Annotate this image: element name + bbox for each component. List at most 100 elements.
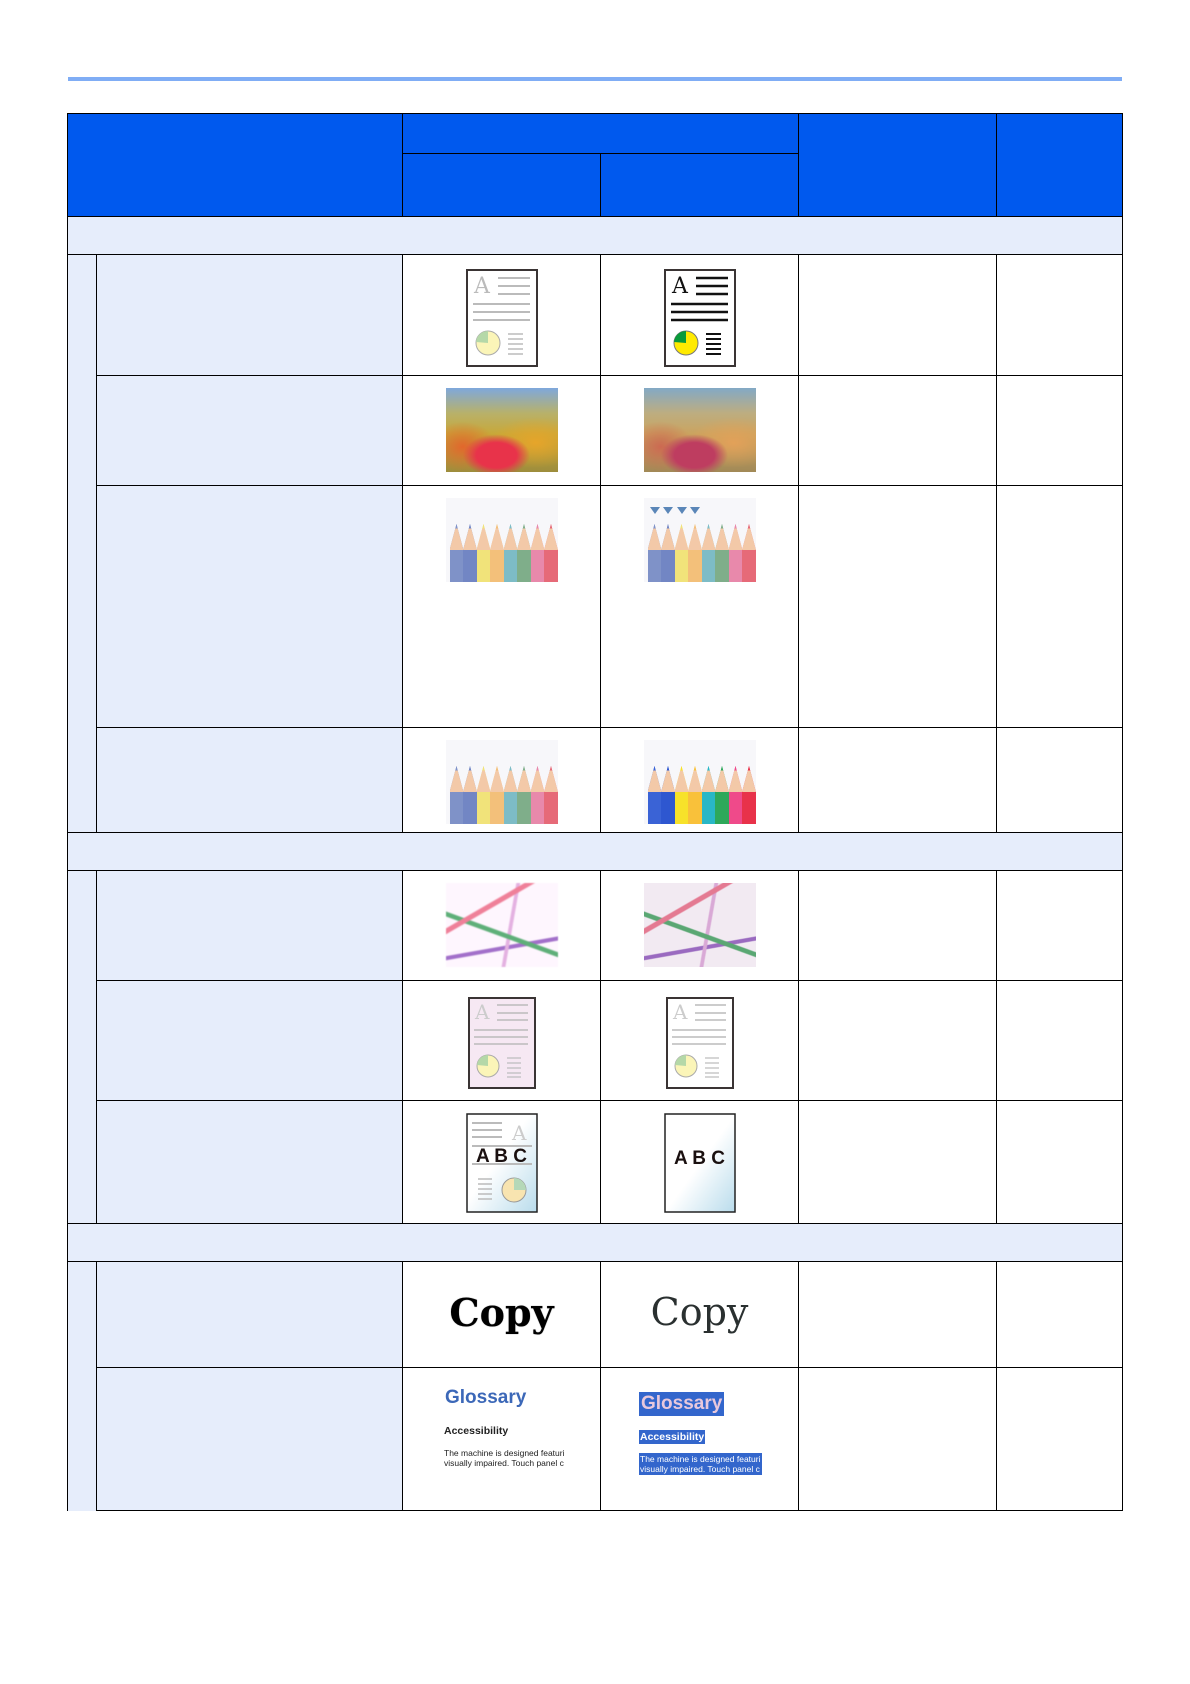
pencil xyxy=(715,766,729,824)
image-cell xyxy=(402,870,601,981)
settings-table: A A xyxy=(67,113,1123,1511)
pencil xyxy=(661,524,675,582)
image-cell xyxy=(402,727,601,833)
glossary-subtitle: Accessibility xyxy=(639,1430,706,1444)
pencil xyxy=(463,766,477,824)
pencil xyxy=(647,524,662,582)
pencil xyxy=(503,524,518,582)
svg-text:A B C: A B C xyxy=(674,1148,725,1169)
header-image-group xyxy=(402,113,799,154)
svg-text:A: A xyxy=(671,274,689,299)
empty-cell xyxy=(996,375,1123,486)
bleed-through-document-image: A A B C xyxy=(465,1113,538,1213)
empty-cell xyxy=(798,1261,997,1368)
paperclips-photo xyxy=(445,883,558,967)
header-col-4 xyxy=(996,113,1123,217)
row-label xyxy=(96,980,403,1101)
empty-cell xyxy=(996,1261,1123,1368)
empty-cell xyxy=(996,980,1123,1101)
pencil xyxy=(742,524,756,582)
row-label xyxy=(96,727,403,833)
marker-triangle-icon xyxy=(676,507,687,514)
image-cell xyxy=(402,485,601,728)
empty-cell xyxy=(798,485,997,728)
glossary-title: Glossary xyxy=(639,1392,725,1416)
top-rule xyxy=(68,77,1122,81)
pencils-photo-marked xyxy=(643,498,756,582)
pencil xyxy=(476,766,491,824)
section-2-indent xyxy=(67,870,97,1224)
image-cell xyxy=(600,727,799,833)
glossary-title: Glossary xyxy=(445,1387,527,1408)
pencil xyxy=(647,766,662,824)
section-2-band xyxy=(67,832,1123,871)
section-3-band xyxy=(67,1223,1123,1262)
marker-triangle-icon xyxy=(649,507,660,514)
pencil xyxy=(449,766,464,824)
image-cell: Glossary Accessibility The machine is de… xyxy=(600,1367,799,1511)
marker-triangle-icon xyxy=(663,507,673,514)
dark-document-image: A xyxy=(663,269,736,367)
row-label xyxy=(96,870,403,981)
svg-text:A: A xyxy=(474,1000,490,1024)
image-cell: A xyxy=(600,980,799,1101)
pencil xyxy=(530,766,545,824)
pencil xyxy=(728,524,743,582)
image-cell xyxy=(600,485,799,728)
pencil xyxy=(517,766,531,824)
pencil xyxy=(544,524,558,582)
svg-text:A: A xyxy=(473,274,491,299)
empty-cell xyxy=(996,727,1123,833)
image-cell: A B C xyxy=(600,1100,799,1224)
empty-cell xyxy=(996,1367,1123,1511)
pencil xyxy=(530,524,545,582)
pencil xyxy=(674,766,689,824)
row-label xyxy=(96,1261,403,1368)
image-cell xyxy=(600,870,799,981)
pencil xyxy=(476,524,491,582)
row-label xyxy=(96,1367,403,1511)
pencil xyxy=(674,524,689,582)
pencil xyxy=(490,524,504,582)
image-cell: A xyxy=(402,980,601,1101)
pencil xyxy=(449,524,464,582)
pencil xyxy=(463,524,477,582)
header-after xyxy=(600,153,799,217)
empty-cell xyxy=(996,870,1123,981)
pencil xyxy=(742,766,756,824)
glossary-body: The machine is designed featuri visually … xyxy=(639,1453,762,1475)
pencil xyxy=(544,766,558,824)
row-label xyxy=(96,1100,403,1224)
svg-text:A: A xyxy=(511,1121,527,1145)
section-3-indent xyxy=(67,1261,97,1511)
pencils-photo xyxy=(445,740,558,824)
glossary-sample-inverted: Glossary Accessibility The machine is de… xyxy=(601,1368,798,1477)
pencil xyxy=(490,766,504,824)
pencil xyxy=(701,766,716,824)
pencil xyxy=(661,766,675,824)
image-cell: Copy xyxy=(402,1261,601,1368)
header-item xyxy=(67,113,403,217)
paperclips-photo-sharp xyxy=(643,883,756,967)
svg-text:A B C: A B C xyxy=(476,1146,527,1167)
pencil xyxy=(688,766,702,824)
row-label xyxy=(96,485,403,728)
empty-cell xyxy=(798,980,997,1101)
pencils-photo xyxy=(445,498,558,582)
empty-cell xyxy=(798,375,997,486)
pencil xyxy=(503,766,518,824)
thin-copy-sample: Copy xyxy=(650,1290,749,1334)
marker-triangle-icon xyxy=(690,507,700,514)
pencil xyxy=(688,524,702,582)
empty-cell xyxy=(798,727,997,833)
empty-cell xyxy=(996,254,1123,376)
row-label xyxy=(96,375,403,486)
header-before xyxy=(402,153,601,217)
bold-copy-sample: Copy xyxy=(449,1290,554,1335)
white-document-image: A xyxy=(665,997,734,1089)
image-cell: Glossary Accessibility The machine is de… xyxy=(402,1367,601,1511)
pencil xyxy=(715,524,729,582)
pencil xyxy=(728,766,743,824)
forest-photo-adjusted xyxy=(643,388,756,472)
image-cell: A A B C xyxy=(402,1100,601,1224)
